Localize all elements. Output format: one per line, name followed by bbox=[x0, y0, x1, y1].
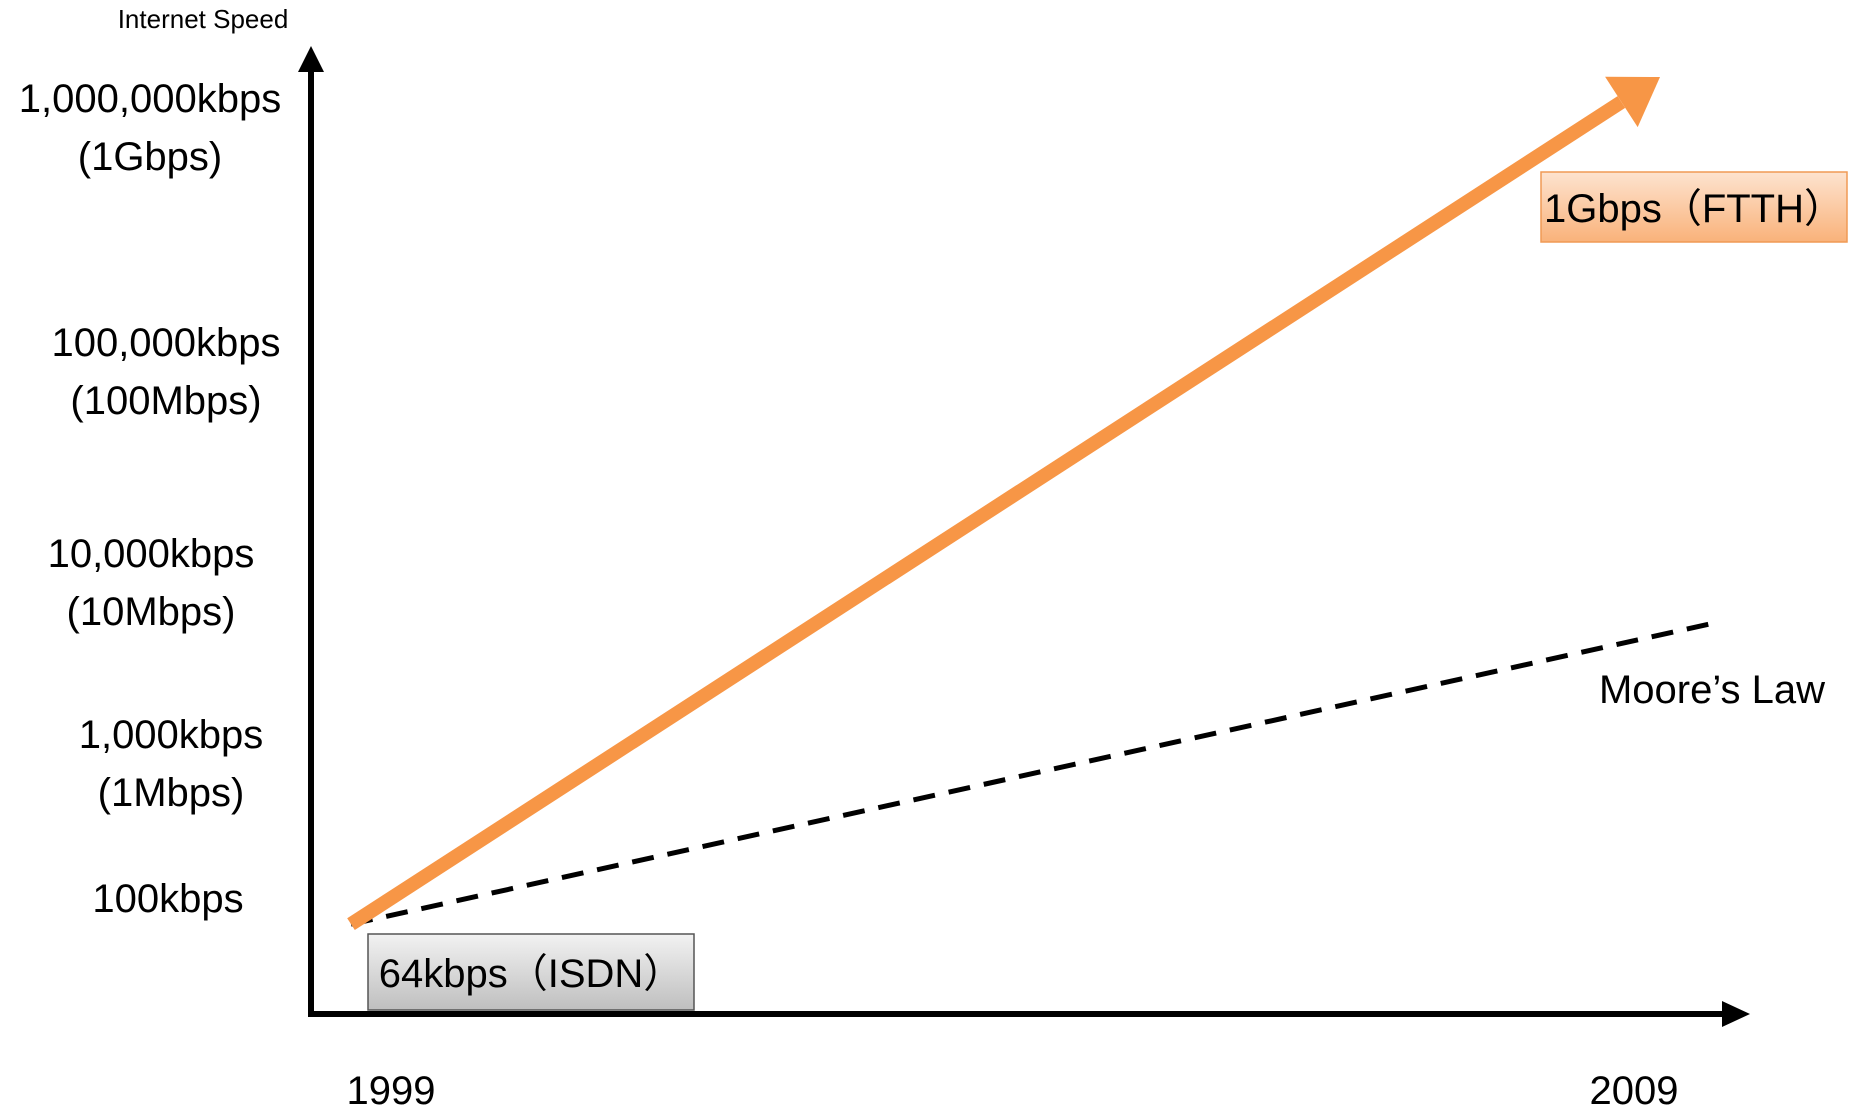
y-axis-arrowhead bbox=[298, 46, 324, 72]
x-axis-arrowhead bbox=[1722, 1001, 1750, 1027]
isdn-annotation-box bbox=[367, 933, 695, 1011]
ftth-annotation-box bbox=[1540, 171, 1848, 243]
y-tick-label: (10Mbps) bbox=[67, 590, 236, 634]
ftth-line bbox=[347, 96, 1626, 931]
y-tick-label: 1,000kbps bbox=[79, 713, 264, 757]
series-layer bbox=[347, 76, 1719, 931]
y-tick-labels: 100kbps 1,000kbps (1Mbps) 10,000kbps (10Mbps… bbox=[19, 77, 281, 921]
axes bbox=[298, 46, 1750, 1027]
moores-law-line bbox=[350, 619, 1719, 927]
y-axis-title: Internet Speed bbox=[118, 4, 289, 34]
ftth-arrowhead bbox=[1605, 76, 1660, 128]
y-tick-label: 100kbps bbox=[92, 877, 243, 921]
y-tick-label: (1Gbps) bbox=[78, 135, 223, 179]
moores-law-label: Moore’s Law bbox=[1599, 668, 1825, 712]
y-tick-label: 10,000kbps bbox=[48, 532, 255, 576]
x-tick-labels: 1999 2009 bbox=[347, 1069, 1679, 1109]
ftth-annotation: 1Gbps（FTTH） bbox=[1540, 171, 1848, 243]
x-tick-label: 2009 bbox=[1590, 1069, 1679, 1109]
x-tick-label: 1999 bbox=[347, 1069, 436, 1109]
y-tick-label: (100Mbps) bbox=[70, 379, 261, 423]
y-tick-label: (1Mbps) bbox=[98, 771, 245, 815]
isdn-annotation: 64kbps（ISDN） bbox=[367, 933, 695, 1011]
y-tick-label: 100,000kbps bbox=[51, 321, 280, 365]
y-tick-label: 1,000,000kbps bbox=[19, 77, 281, 121]
isdn-annotation-label: 64kbps（ISDN） bbox=[379, 952, 684, 996]
ftth-annotation-label: 1Gbps（FTTH） bbox=[1544, 187, 1844, 231]
